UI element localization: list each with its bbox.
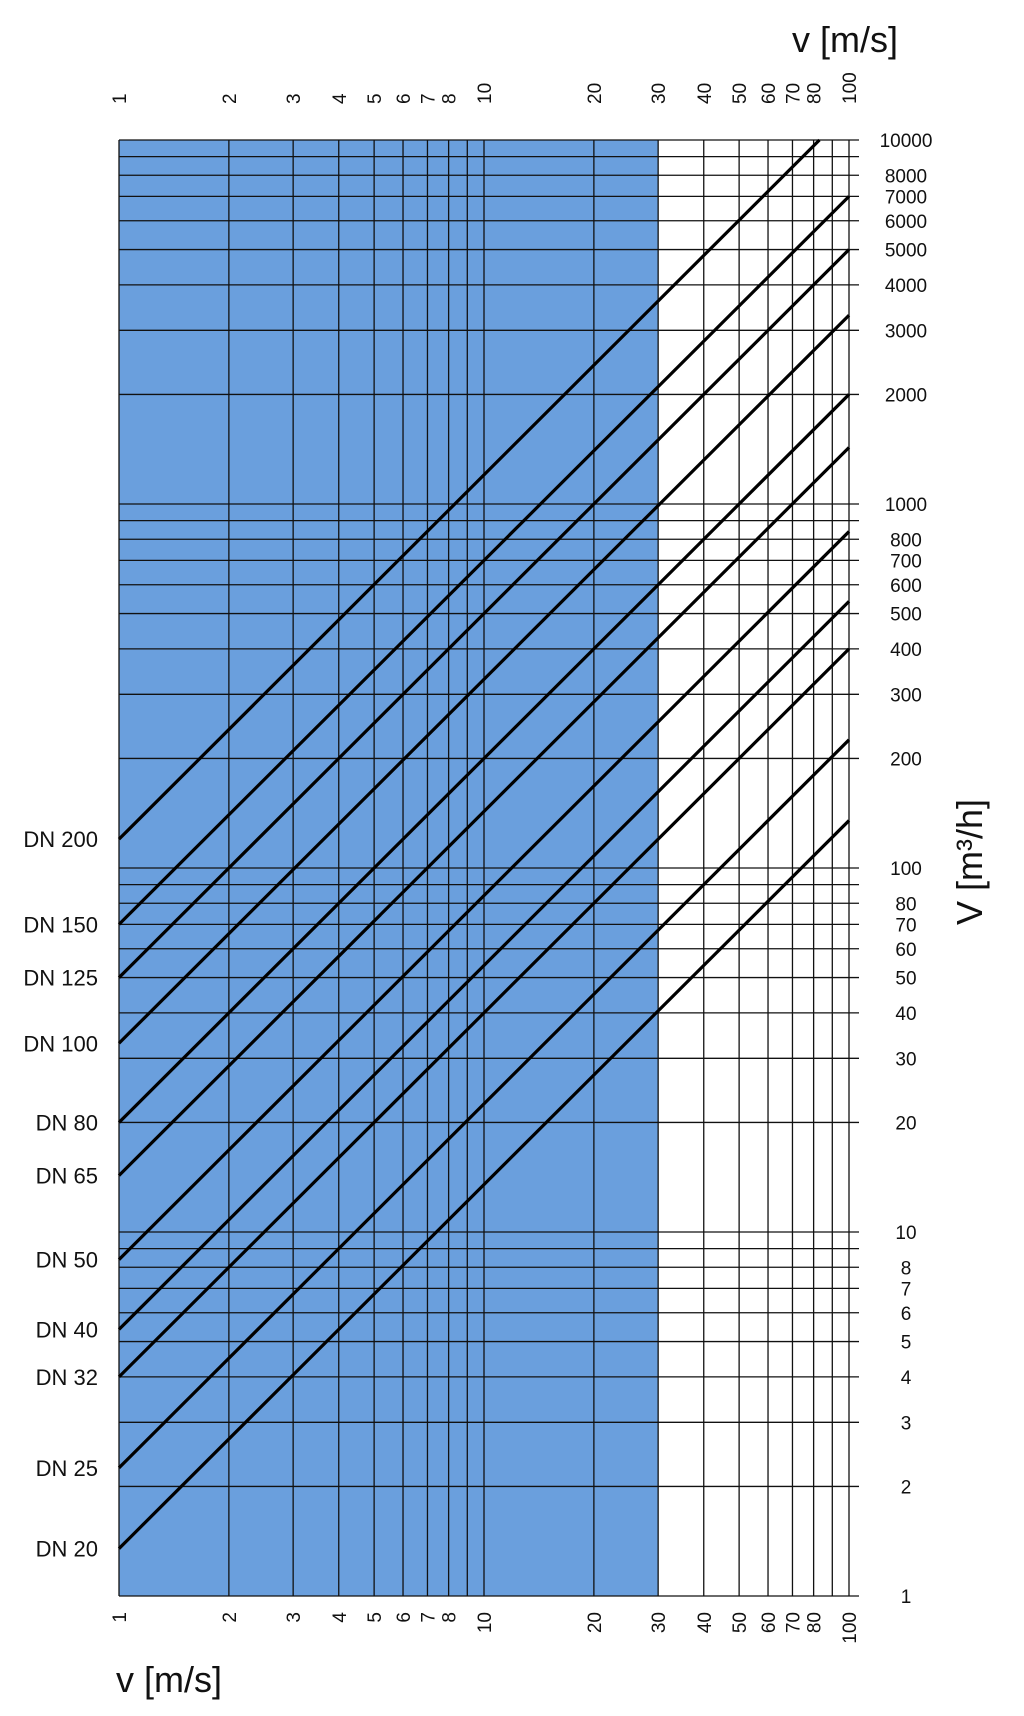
y-tick-label: 2000: [885, 385, 927, 406]
y-tick-label: 1: [901, 1587, 912, 1608]
y-tick-label: 4: [901, 1368, 912, 1389]
y-tick-label: 300: [890, 685, 922, 706]
x-tick-label-bottom: 60: [759, 1612, 780, 1633]
x-tick-label-top: 5: [365, 93, 386, 104]
x-tick-label-top: 2: [220, 93, 241, 104]
y-tick-label: 7: [901, 1279, 912, 1300]
series-label: DN 32: [36, 1365, 98, 1390]
x-tick-label-top: 70: [783, 83, 804, 104]
y-tick-label: 3000: [885, 321, 927, 342]
x-axis-title-bottom: v [m/s]: [116, 1659, 222, 1700]
y-tick-label: 4000: [885, 276, 927, 297]
series-label: DN 40: [36, 1317, 98, 1342]
x-tick-label-bottom: 1: [110, 1612, 131, 1623]
y-tick-label: 500: [890, 605, 922, 626]
y-tick-label: 6: [901, 1304, 912, 1325]
x-tick-label-bottom: 70: [783, 1612, 804, 1633]
series-label: DN 25: [36, 1456, 98, 1481]
x-tick-label-top: 10: [475, 83, 496, 104]
series-label: DN 80: [36, 1110, 98, 1135]
y-tick-label: 5000: [885, 241, 927, 262]
x-tick-label-bottom: 8: [440, 1612, 461, 1623]
x-tick-label-top: 30: [649, 83, 670, 104]
series-line: [117, 138, 821, 841]
x-tick-label-top: 80: [805, 83, 826, 104]
y-axis-title: V [m³/h]: [949, 799, 990, 925]
series-label: DN 100: [23, 1031, 98, 1056]
series-label: DN 50: [36, 1248, 98, 1273]
y-tick-label: 5: [901, 1333, 912, 1354]
x-tick-label-top: 3: [284, 93, 305, 104]
series-line: [117, 738, 851, 1469]
x-tick-label-top: 20: [585, 83, 606, 104]
y-tick-label: 2: [901, 1477, 912, 1498]
y-tick-label: 7000: [885, 187, 927, 208]
series-label: DN 200: [23, 827, 98, 852]
y-tick-label: 40: [895, 1004, 916, 1025]
series-line: [117, 819, 851, 1550]
x-tick-label-bottom: 20: [585, 1612, 606, 1633]
y-tick-label: 700: [890, 551, 922, 572]
series-line: [117, 195, 851, 926]
x-tick-label-bottom: 2: [220, 1612, 241, 1623]
x-axis-title-top: v [m/s]: [792, 19, 898, 60]
x-tick-label-bottom: 5: [365, 1612, 386, 1623]
x-tick-label-top: 6: [394, 93, 415, 104]
series-line: [117, 248, 851, 979]
x-tick-label-top: 40: [695, 83, 716, 104]
y-tick-label: 100: [890, 859, 922, 880]
x-tick-label-top: 4: [330, 93, 351, 104]
y-tick-label: 8: [901, 1258, 912, 1279]
x-tick-label-bottom: 10: [475, 1612, 496, 1633]
x-tick-label-bottom: 6: [394, 1612, 415, 1623]
series-label: DN 65: [36, 1163, 98, 1188]
x-tick-label-top: 100: [840, 72, 861, 104]
x-tick-label-bottom: 30: [649, 1612, 670, 1633]
y-tick-label: 8000: [885, 166, 927, 187]
x-tick-label-bottom: 80: [805, 1612, 826, 1633]
y-tick-label: 800: [890, 530, 922, 551]
series-label: DN 20: [36, 1537, 98, 1562]
y-tick-label: 70: [895, 915, 916, 936]
series-label: DN 150: [23, 912, 98, 937]
y-tick-label: 3: [901, 1413, 912, 1434]
x-tick-label-top: 1: [110, 93, 131, 104]
x-tick-label-bottom: 7: [418, 1612, 439, 1623]
x-tick-label-bottom: 4: [330, 1612, 351, 1623]
x-tick-label-top: 50: [730, 83, 751, 104]
series-line: [117, 446, 851, 1177]
y-tick-label: 200: [890, 749, 922, 770]
y-tick-label: 10: [895, 1223, 916, 1244]
y-tick-label: 80: [895, 894, 916, 915]
x-tick-label-bottom: 50: [730, 1612, 751, 1633]
x-tick-label-bottom: 3: [284, 1612, 305, 1623]
x-tick-label-top: 60: [759, 83, 780, 104]
y-tick-label: 60: [895, 940, 916, 961]
y-tick-label: 50: [895, 969, 916, 990]
x-tick-label-top: 7: [418, 93, 439, 104]
y-tick-label: 20: [895, 1113, 916, 1134]
x-tick-label-bottom: 100: [840, 1612, 861, 1644]
y-tick-label: 400: [890, 640, 922, 661]
x-tick-label-bottom: 40: [695, 1612, 716, 1633]
y-tick-label: 1000: [885, 495, 927, 516]
y-tick-label: 30: [895, 1049, 916, 1070]
y-tick-label: 6000: [885, 212, 927, 233]
series-line: [117, 314, 851, 1045]
x-tick-label-top: 8: [440, 93, 461, 104]
y-tick-label: 10000: [880, 131, 933, 152]
series-line: [117, 647, 851, 1378]
series-line: [117, 600, 851, 1331]
y-tick-label: 600: [890, 576, 922, 597]
series-line: [117, 393, 851, 1124]
series-line: [117, 530, 851, 1261]
series-label: DN 125: [23, 966, 98, 991]
